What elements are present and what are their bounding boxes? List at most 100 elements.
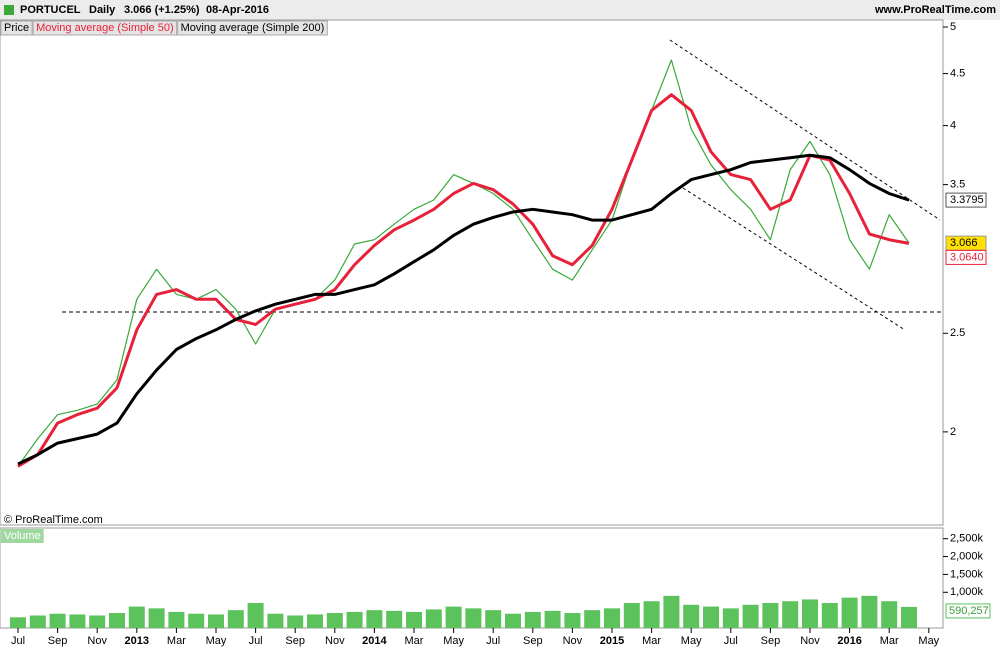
volume-bar — [128, 606, 145, 628]
y-tick-label: 2 — [950, 426, 956, 438]
y-tick-label: 4 — [950, 120, 956, 132]
x-tick-label: 2015 — [600, 635, 624, 647]
y-tick-label: 1,500k — [950, 568, 984, 580]
x-tick-label: Nov — [325, 635, 345, 647]
volume-bar — [346, 611, 363, 628]
volume-bar — [663, 595, 680, 628]
x-tick-label: Jul — [11, 635, 25, 647]
y-tick-label: 2,000k — [950, 550, 984, 562]
volume-bar — [505, 613, 521, 628]
volume-bar — [29, 615, 46, 628]
volume-bar — [89, 615, 106, 628]
x-tick-label: Mar — [642, 635, 661, 647]
legend-entry: Moving average (Simple 50) — [36, 22, 174, 34]
date: 08-Apr-2016 — [206, 4, 269, 16]
volume-bar — [703, 606, 719, 628]
y-tick-label: 2,500k — [950, 533, 984, 545]
trend-line — [669, 39, 941, 221]
panel-title-box — [1, 529, 44, 543]
volume-bar — [208, 614, 224, 628]
value-tag — [945, 603, 991, 619]
value-tag — [945, 249, 987, 265]
volume-bar — [544, 610, 561, 628]
volume-bar — [643, 601, 660, 628]
volume-bar — [148, 608, 165, 628]
y-tick-label: 4.5 — [950, 67, 965, 79]
value-tag-label: 590,257 — [949, 605, 989, 617]
series-line — [17, 153, 910, 466]
legend-entry: Moving average (Simple 200) — [181, 22, 325, 34]
volume-bar — [881, 601, 898, 628]
x-tick-label: Mar — [405, 635, 424, 647]
volume-bar — [584, 610, 601, 628]
x-tick-label: May — [681, 635, 702, 647]
x-tick-label: Nov — [563, 635, 583, 647]
volume-bar — [485, 610, 502, 628]
volume-bar — [465, 608, 482, 628]
volume-bar — [287, 615, 304, 628]
y-tick-label: 5 — [950, 21, 956, 33]
volume-bar — [901, 606, 917, 628]
volume-bar — [267, 613, 284, 628]
x-tick-label: Nov — [800, 635, 820, 647]
volume-bar — [564, 613, 581, 628]
panel-title: Volume — [4, 530, 41, 542]
series-line — [17, 93, 910, 468]
volume-bar — [168, 611, 185, 628]
volume-bar — [802, 599, 818, 628]
volume-bar — [10, 617, 26, 628]
x-tick-label: Mar — [880, 635, 899, 647]
value-tag-label: 3.0640 — [950, 251, 984, 263]
x-tick-label: Sep — [285, 635, 305, 647]
y-tick-label: 1,000k — [950, 586, 984, 598]
legend-box — [0, 20, 33, 36]
volume-bar — [861, 595, 878, 628]
volume-bar — [722, 608, 739, 628]
legend-box — [177, 20, 328, 36]
volume-bar — [49, 613, 66, 628]
value-tag-label: 3.066 — [950, 237, 978, 249]
value-tag — [945, 192, 987, 208]
volume-bar — [524, 611, 541, 628]
volume-bar — [762, 603, 779, 628]
series-line — [17, 59, 910, 467]
trend-line — [682, 187, 906, 331]
volume-bar — [109, 613, 125, 628]
y-tick-label: 2.5 — [950, 327, 965, 339]
volume-bar — [445, 606, 462, 628]
price-panel — [0, 19, 944, 526]
period: Daily — [89, 4, 116, 16]
legend-entry: Price — [4, 22, 29, 34]
volume-bar — [623, 603, 640, 628]
volume-bar — [307, 614, 323, 628]
quote: 3.066 (+1.25%) — [124, 4, 200, 16]
copyright: © ProRealTime.com — [4, 514, 103, 526]
x-tick-label: Jul — [249, 635, 263, 647]
x-tick-label: Nov — [87, 635, 107, 647]
volume-bar — [742, 604, 759, 628]
x-tick-label: 2013 — [125, 635, 149, 647]
x-tick-label: Jul — [724, 635, 738, 647]
volume-bar — [841, 597, 858, 628]
volume-bar — [188, 613, 205, 628]
volume-bar — [604, 608, 620, 628]
volume-bar — [821, 603, 838, 628]
volume-bar — [326, 613, 343, 628]
volume-bar — [683, 604, 700, 628]
x-tick-label: 2016 — [837, 635, 861, 647]
x-tick-label: Mar — [167, 635, 186, 647]
icon — [4, 5, 14, 15]
x-tick-label: Sep — [761, 635, 781, 647]
value-tag-label: 3.3795 — [950, 194, 984, 206]
volume-bar — [386, 610, 403, 628]
x-tick-label: May — [443, 635, 464, 647]
volume-bar — [247, 603, 264, 628]
x-tick-label: Sep — [523, 635, 543, 647]
header-bar — [0, 0, 1000, 20]
site: www.ProRealTime.com — [874, 4, 996, 16]
y-tick-label: 3.5 — [950, 179, 965, 191]
x-tick-label: Jul — [486, 635, 500, 647]
volume-bar — [406, 611, 422, 628]
x-tick-label: May — [206, 635, 227, 647]
x-tick-label: May — [918, 635, 939, 647]
